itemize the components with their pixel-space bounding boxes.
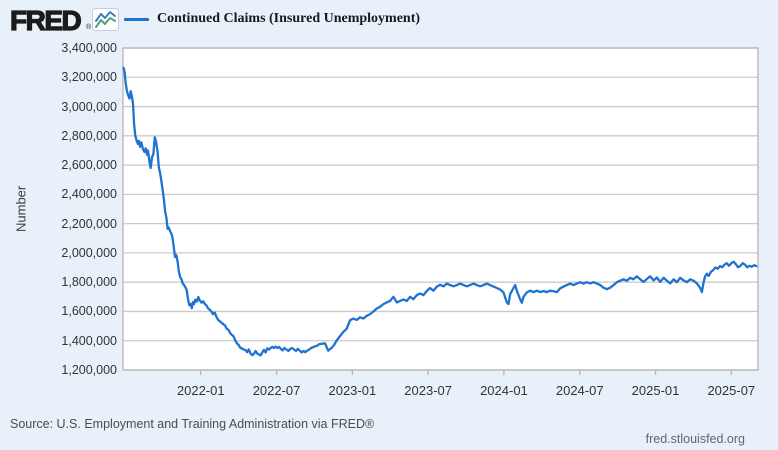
y-tick-label: 3,400,000 (61, 41, 117, 55)
blue-zigzag-icon (95, 11, 116, 22)
registered-trademark: ® (86, 24, 92, 31)
y-tick-label: 1,400,000 (61, 333, 117, 348)
y-tick-label: 2,200,000 (61, 216, 117, 231)
fred-site-link[interactable]: fred.stlouisfed.org (645, 432, 745, 446)
x-tick-label: 2023-07 (404, 383, 452, 398)
series-line (122, 66, 758, 357)
series-title: Continued Claims (Insured Unemployment) (157, 11, 421, 26)
y-tick-label: 2,800,000 (61, 128, 117, 143)
x-tick-label: 2024-07 (555, 383, 604, 398)
y-tick-label: 2,400,000 (61, 187, 117, 202)
y-axis-title: Number (13, 185, 29, 233)
green-zigzag-icon (95, 17, 116, 28)
x-tick-label: 2023-01 (328, 383, 377, 398)
y-tick-label: 3,200,000 (61, 70, 117, 85)
x-tick-label: 2024-01 (480, 383, 528, 398)
series-line-swatch-icon (124, 17, 149, 21)
fred-logo[interactable]: FRED (9, 4, 82, 36)
y-tick-label: 3,000,000 (61, 99, 117, 114)
x-tick-label: 2025-01 (631, 383, 680, 398)
x-tick-label: 2025-07 (707, 383, 756, 398)
y-tick-label: 2,000,000 (61, 245, 117, 260)
y-tick-label: 1,200,000 (61, 363, 117, 377)
plot-border (122, 47, 759, 371)
y-tick-label: 2,600,000 (61, 158, 117, 173)
y-tick-label: 1,600,000 (61, 304, 117, 319)
chart-legend: Continued Claims (Insured Unemployment) (124, 11, 420, 27)
fred-logo-chart-icon (92, 8, 119, 31)
x-tick-label: 2022-01 (176, 383, 225, 398)
source-attribution: Source: U.S. Employment and Training Adm… (10, 417, 375, 431)
y-tick-label: 1,800,000 (61, 275, 117, 290)
x-tick-label: 2022-07 (252, 383, 301, 398)
